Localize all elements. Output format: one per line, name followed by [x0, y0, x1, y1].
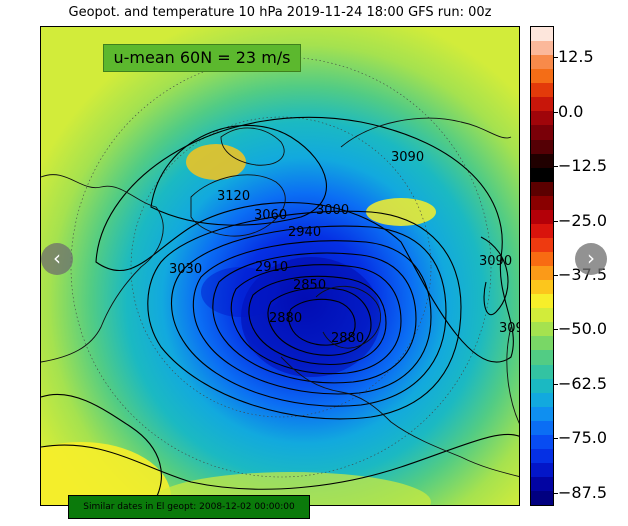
- contour-outer-southwest: [41, 393, 162, 505]
- colorbar-segment: [531, 69, 553, 84]
- coastline-asia-east: [506, 326, 519, 424]
- contour-3120: [150, 124, 327, 226]
- colorbar-tick-mark: [554, 112, 558, 113]
- cold-core-center: [241, 257, 381, 377]
- contour-label: 3090: [499, 321, 520, 336]
- colorbar-tick-label: 0.0: [558, 102, 584, 121]
- coastline-north-america: [41, 174, 164, 363]
- previous-arrow-button[interactable]: ‹: [41, 243, 73, 275]
- warm-patch-north: [186, 144, 246, 180]
- colorbar-segment: [531, 364, 553, 379]
- coastline-eurasia-north: [340, 117, 512, 148]
- colorbar-segment: [531, 420, 553, 435]
- colorbar-segment: [531, 462, 553, 477]
- colorbar-segment: [531, 153, 553, 168]
- coastline-greenland: [190, 174, 286, 237]
- contour-label: 2880: [269, 311, 302, 326]
- colorbar-tick-mark: [554, 329, 558, 330]
- colorbar-tick-mark: [554, 57, 558, 58]
- colorbar-segment: [531, 434, 553, 449]
- coastline-scandinavia: [315, 285, 381, 349]
- colorbar-tick-label: −25.0: [558, 211, 608, 230]
- colorbar-tick-mark: [554, 384, 558, 385]
- colorbar-segment: [531, 477, 553, 492]
- contour-label: 2910: [255, 260, 288, 275]
- contour-2970: [212, 252, 417, 384]
- umean-label-box: u-mean 60N = 23 m/s: [103, 44, 301, 72]
- colorbar-segment: [531, 181, 553, 196]
- contour-label: 2940: [288, 225, 321, 240]
- similar-dates-box: Similar dates in El geopt: 2008-12-02 00…: [68, 495, 310, 519]
- colorbar-segment: [531, 237, 553, 252]
- colorbar-tick-mark: [554, 166, 558, 167]
- colorbar-tick-label: 12.5: [558, 47, 594, 66]
- contour-label: 3000: [316, 203, 349, 218]
- contour-label: 3090: [391, 150, 424, 165]
- colorbar-segment: [531, 336, 553, 351]
- colorbar-segment: [531, 294, 553, 309]
- colorbar-segment: [531, 266, 553, 281]
- contour-3090: [95, 116, 514, 363]
- colorbar-segment: [531, 308, 553, 323]
- coastline-arctic-islands: [220, 127, 285, 166]
- contour-label: 3030: [169, 262, 202, 277]
- geopotential-temperature-map: 3120 3090 3060 3000 2940 2910 3030 2850 …: [41, 27, 520, 505]
- colorbar-segment: [531, 378, 553, 393]
- colorbar-tick-mark: [554, 275, 558, 276]
- contour-label: 3060: [254, 208, 287, 223]
- contour-2910: [248, 275, 387, 366]
- contour-label: 2880: [331, 331, 364, 346]
- colorbar-segment: [531, 55, 553, 70]
- colorbar-segment: [531, 125, 553, 140]
- latitude-circle: [130, 116, 432, 418]
- warm-patch-southwest: [41, 442, 171, 505]
- colorbar-segment: [531, 27, 553, 42]
- colorbar-segment: [531, 83, 553, 98]
- next-arrow-button[interactable]: ›: [575, 243, 607, 275]
- colorbar-tick-label: −75.0: [558, 428, 608, 447]
- colorbar-tick-label: −12.5: [558, 156, 608, 175]
- contour-outer-south: [41, 433, 519, 490]
- contour-2940: [230, 264, 402, 375]
- colorbar-segment: [531, 392, 553, 407]
- coastline-europe: [280, 356, 519, 477]
- contour-3030: [170, 225, 447, 407]
- colorbar-segment: [531, 491, 553, 505]
- colorbar-tick-label: −62.5: [558, 374, 608, 393]
- colorbar-tick-label: −50.0: [558, 319, 608, 338]
- colorbar-tick-mark: [554, 438, 558, 439]
- colorbar-segment: [531, 97, 553, 112]
- temperature-field: [41, 27, 519, 505]
- colorbar-segment: [531, 209, 553, 224]
- colorbar-tick-mark: [554, 493, 558, 494]
- contour-east-3090: [480, 236, 509, 315]
- colorbar-segment: [531, 223, 553, 238]
- colorbar-segment: [531, 406, 553, 421]
- colorbar-tick-mark: [554, 221, 558, 222]
- warm-patch-northeast: [366, 198, 436, 226]
- contour-label: 3120: [217, 189, 250, 204]
- colorbar-tick-label: −87.5: [558, 483, 608, 502]
- map-panel: 3120 3090 3060 3000 2940 2910 3030 2850 …: [40, 26, 520, 506]
- contour-label: 2850: [293, 278, 326, 293]
- colorbar-segment: [531, 167, 553, 182]
- temperature-colorbar: [530, 26, 554, 506]
- colorbar-segment: [531, 139, 553, 154]
- colorbar-segment: [531, 322, 553, 337]
- colorbar-segment: [531, 350, 553, 365]
- map-title: Geopot. and temperature 10 hPa 2019-11-2…: [68, 5, 492, 20]
- contour-2850: [288, 298, 356, 346]
- contour-3000: [192, 240, 432, 395]
- colorbar-segment: [531, 111, 553, 126]
- colorbar-segment: [531, 41, 553, 56]
- colorbar-segment: [531, 280, 553, 295]
- contour-3060: [147, 210, 462, 420]
- cold-core-west: [201, 267, 281, 317]
- contour-label: 3090: [479, 254, 512, 269]
- colorbar-segment: [531, 448, 553, 463]
- colorbar-segment: [531, 195, 553, 210]
- colorbar-segment: [531, 252, 553, 267]
